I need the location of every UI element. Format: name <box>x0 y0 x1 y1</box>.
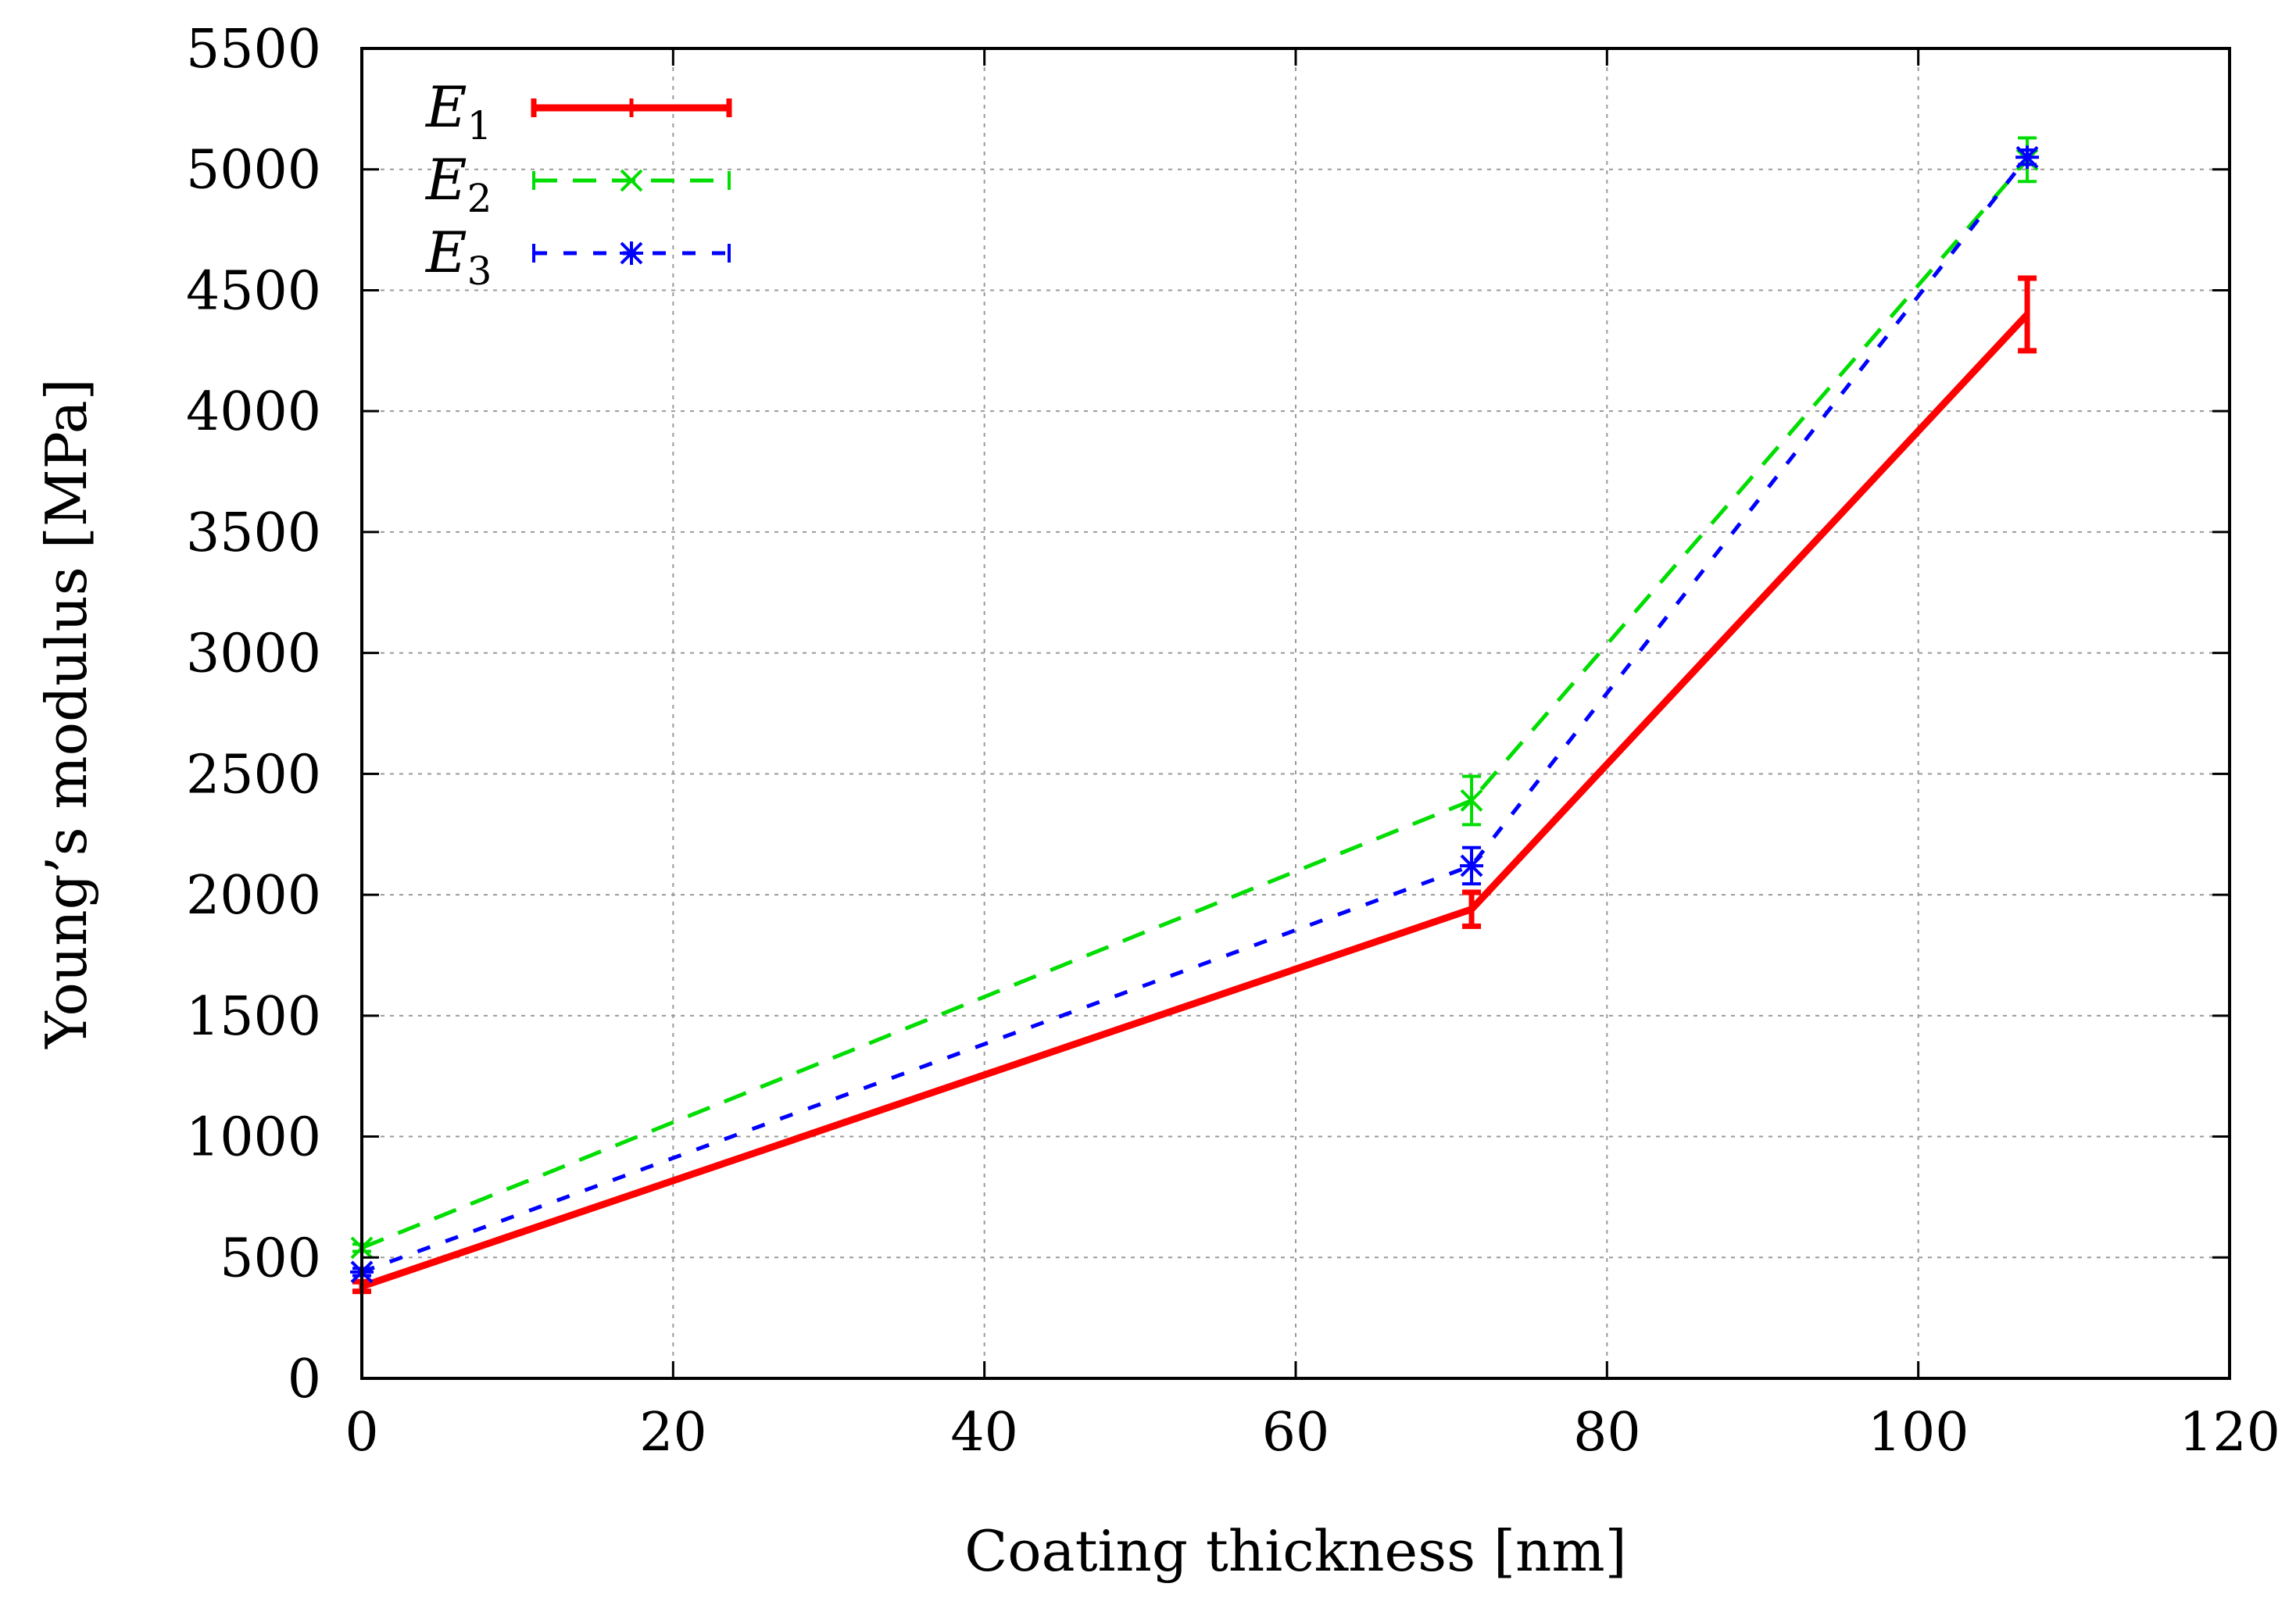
star-marker <box>2015 145 2040 170</box>
legend-label: E1 <box>424 74 492 148</box>
grid <box>362 48 2230 1378</box>
y-tick-label: 500 <box>220 1228 321 1289</box>
x-tick-label: 0 <box>345 1402 378 1464</box>
legend-entry-e3: E3 <box>424 220 731 294</box>
y-tick-label: 5000 <box>186 140 321 202</box>
x-tick-label: 120 <box>2179 1402 2280 1464</box>
series-layer <box>350 136 2040 1295</box>
series-e3-line <box>361 155 2030 1274</box>
y-tick-label: 4500 <box>186 260 321 322</box>
star-marker <box>1460 853 1484 877</box>
x-tick-label: 20 <box>639 1402 707 1464</box>
x-marker-stroke <box>1460 788 1483 812</box>
x-tick-label: 100 <box>1868 1402 1969 1464</box>
x-tick-label: 60 <box>1262 1402 1330 1464</box>
legend-label: E2 <box>424 147 492 221</box>
axis-ticks <box>360 47 2231 1380</box>
legend-label-symbol: E <box>424 220 467 285</box>
y-axis-title: Young’s modulus [MPa] <box>34 378 99 1049</box>
legend-label-subscript: 3 <box>467 248 492 294</box>
legend-entry-e1: E1 <box>424 74 732 148</box>
star-marker <box>620 241 643 265</box>
legend-label-subscript: 2 <box>467 176 492 221</box>
x-tick-label: 80 <box>1573 1402 1641 1464</box>
x-tick-label: 40 <box>950 1402 1018 1464</box>
y-tick-label: 2000 <box>186 865 321 927</box>
y-tick-label: 2500 <box>186 744 321 806</box>
y-tick-label: 1500 <box>186 986 321 1048</box>
y-tick-label: 1000 <box>186 1107 321 1169</box>
tick-labels: 0 20 40 60 80 100 120 0 500 1000 1500 2000 2500 3000 3… <box>186 19 2280 1464</box>
x-axis-title: Coating thickness [nm] <box>964 1518 1627 1584</box>
y-tick-label: 5500 <box>186 19 321 80</box>
legend-entry-e2: E2 <box>424 147 731 221</box>
series-e1-error-bar <box>2018 275 2037 354</box>
y-tick-label: 0 <box>288 1349 321 1410</box>
legend-label-symbol: E <box>424 147 467 213</box>
legend-label-symbol: E <box>424 74 467 140</box>
legend-label-subscript: 1 <box>467 103 492 148</box>
y-tick-label: 3500 <box>186 502 321 564</box>
series-e2-line <box>361 158 2029 1250</box>
x-marker-stroke <box>620 169 643 192</box>
x-marker <box>1460 788 1483 812</box>
x-marker <box>620 169 643 192</box>
series-e1 <box>352 275 2037 1295</box>
y-tick-label: 3000 <box>186 624 321 685</box>
y-tick-label: 4000 <box>186 381 321 443</box>
series-e1-error-bar <box>1462 889 1482 929</box>
legend-label: E3 <box>424 220 492 294</box>
